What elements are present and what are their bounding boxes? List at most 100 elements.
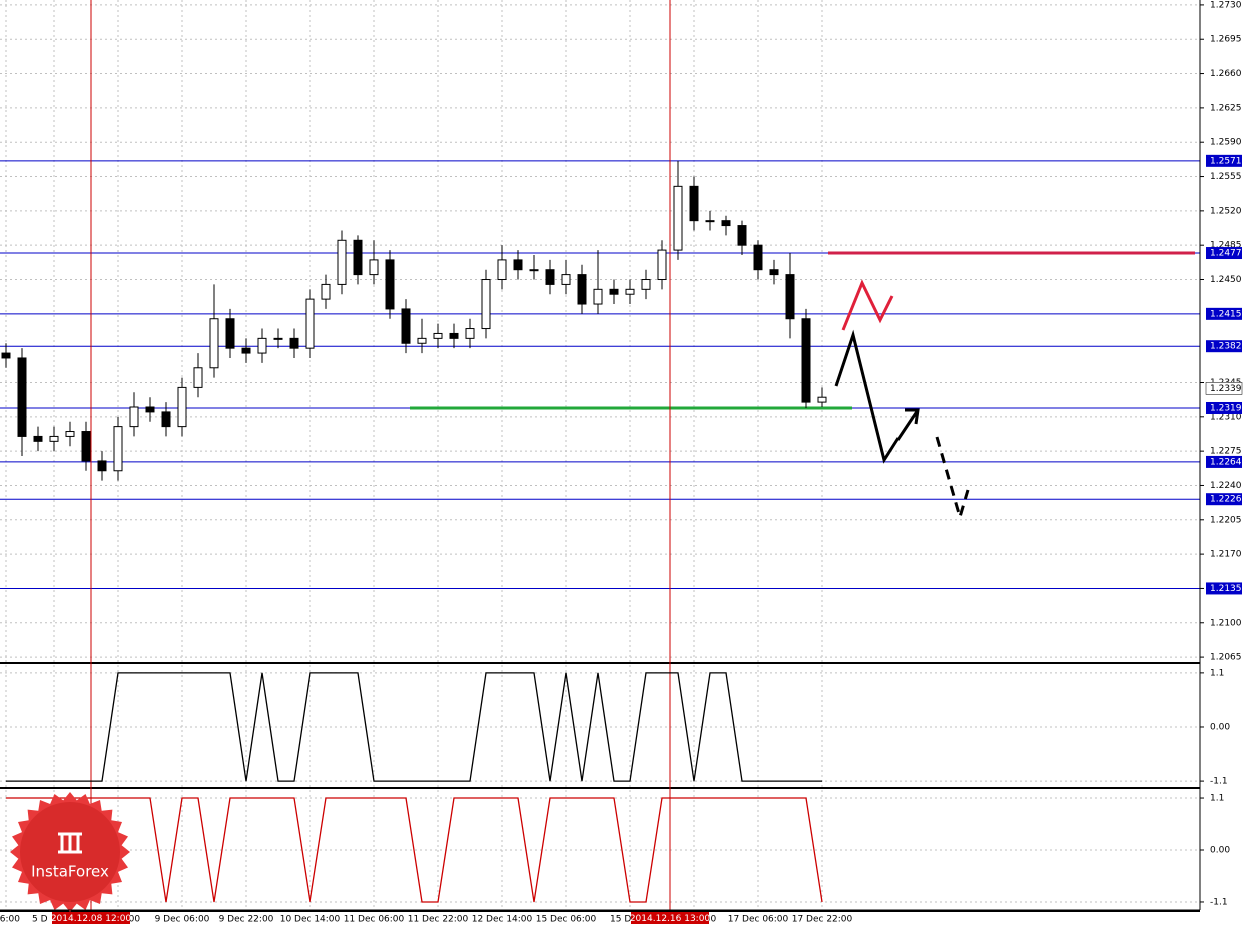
y-tick-label: 1.2065	[1210, 653, 1242, 663]
level-label: 1.2571	[1210, 156, 1242, 166]
candle-body	[545, 269, 555, 285]
candle-body	[689, 185, 699, 222]
y-tick-label: 1.2310	[1210, 412, 1242, 422]
y-tick-label: 1.2520	[1210, 206, 1242, 216]
y-tick-label: 1.2555	[1210, 172, 1242, 182]
candle-body	[193, 367, 203, 388]
candle-body	[17, 357, 27, 437]
black-arrow	[834, 329, 900, 464]
level-tag	[1206, 493, 1242, 506]
candle-body	[209, 318, 219, 369]
candle-body	[161, 411, 171, 428]
candle-body	[769, 269, 779, 276]
logo-text: InstaForex	[31, 863, 109, 881]
level-label: 1.2415	[1210, 309, 1242, 319]
y-tick-label: 1.2695	[1210, 35, 1242, 45]
y-tick-label: 1.2205	[1210, 515, 1242, 525]
candle-body	[561, 274, 571, 285]
candle-body	[593, 288, 603, 305]
candle-body	[481, 279, 491, 330]
candle-body	[801, 318, 811, 403]
candle-body	[417, 337, 427, 344]
y-tick-label: 1.2485	[1210, 241, 1242, 251]
candle-body	[465, 328, 475, 339]
candle-body	[1, 352, 11, 359]
marker-label: 2014.12.16 13:00	[630, 914, 711, 924]
candle-body	[449, 332, 459, 339]
y-tick-label: 0.00	[1210, 722, 1230, 732]
x-tick-label: 15 Dec 06:00	[536, 915, 597, 925]
candle-body	[401, 308, 411, 344]
x-tick-label: 15 D	[610, 915, 631, 925]
forecast-arrows	[834, 279, 970, 523]
last-price-tag	[1205, 382, 1243, 395]
y-tick-label: 1.2275	[1210, 447, 1242, 457]
plot	[0, 0, 1200, 910]
candle-body	[65, 431, 75, 437]
level-label: 1.2477	[1210, 249, 1242, 259]
candle-body	[321, 283, 331, 300]
candle-body	[305, 298, 315, 349]
candle-body	[433, 332, 443, 339]
level-label: 1.2264	[1210, 457, 1242, 467]
x-tick-label: 5 D	[32, 915, 48, 925]
level-tag	[1206, 247, 1242, 260]
y-tick-label: 1.2170	[1210, 550, 1242, 560]
y-tick-label: 1.2450	[1210, 275, 1242, 285]
x-tick-label: 12 Dec 14:00	[472, 915, 533, 925]
y-tick-label: 1.2660	[1210, 69, 1242, 79]
y-tick-label: -1.1	[1210, 777, 1228, 787]
y-tick-label: -1.1	[1210, 897, 1228, 907]
candle-body	[721, 220, 731, 227]
candle-body	[81, 431, 91, 462]
x-tick-label: 17 Dec 22:00	[792, 915, 853, 925]
candle-body	[257, 337, 267, 354]
y-tick-label: 1.1	[1210, 668, 1224, 678]
marker-tag	[52, 912, 130, 924]
candle-body	[353, 239, 363, 276]
level-label: 1.2382	[1210, 342, 1242, 352]
candle-body	[145, 406, 155, 413]
x-tick-label: 11 Dec 06:00	[344, 915, 405, 925]
black-dashed-arrow	[935, 436, 970, 523]
candle-body	[625, 288, 635, 295]
y-tick-label: 1.2590	[1210, 138, 1242, 148]
level-label: 1.2319	[1210, 403, 1242, 413]
candle-body	[225, 318, 235, 349]
candle-body	[785, 274, 795, 320]
candle-body	[513, 259, 523, 271]
candle-body	[497, 259, 507, 281]
y-tick-label: 1.2730	[1210, 0, 1242, 10]
candle-body	[289, 337, 299, 349]
candle-body	[337, 239, 347, 285]
level-tag	[1206, 340, 1242, 353]
x-tick-label: 9 Dec 22:00	[219, 915, 274, 925]
y-tick-label: 1.2100	[1210, 618, 1242, 628]
candle-body	[673, 185, 683, 251]
level-label: 1.2226	[1210, 495, 1242, 505]
black-arrow-head	[896, 408, 920, 441]
candle-body	[609, 288, 619, 295]
candle-body	[817, 396, 827, 403]
candle-body	[49, 435, 59, 442]
level-tag	[1206, 307, 1242, 320]
candle-body	[705, 220, 715, 223]
level-tag	[1206, 455, 1242, 468]
x-tick-label: 17 Dec 06:00	[728, 915, 789, 925]
candle-body	[113, 426, 123, 472]
candle-body	[369, 259, 379, 276]
candle-body	[385, 259, 395, 310]
level-label: 1.2135	[1210, 584, 1242, 594]
y-tick-label: 1.1	[1210, 794, 1224, 804]
candle-body	[273, 337, 283, 340]
candle-body	[641, 279, 651, 290]
candle-body	[753, 244, 763, 271]
level-tag	[1206, 154, 1242, 167]
x-tick-label: 11 Dec 22:00	[408, 915, 469, 925]
candle-body	[737, 225, 747, 246]
x-tick-label: 06:00	[0, 915, 20, 925]
candle-body	[129, 406, 139, 428]
candle-body	[177, 386, 187, 428]
